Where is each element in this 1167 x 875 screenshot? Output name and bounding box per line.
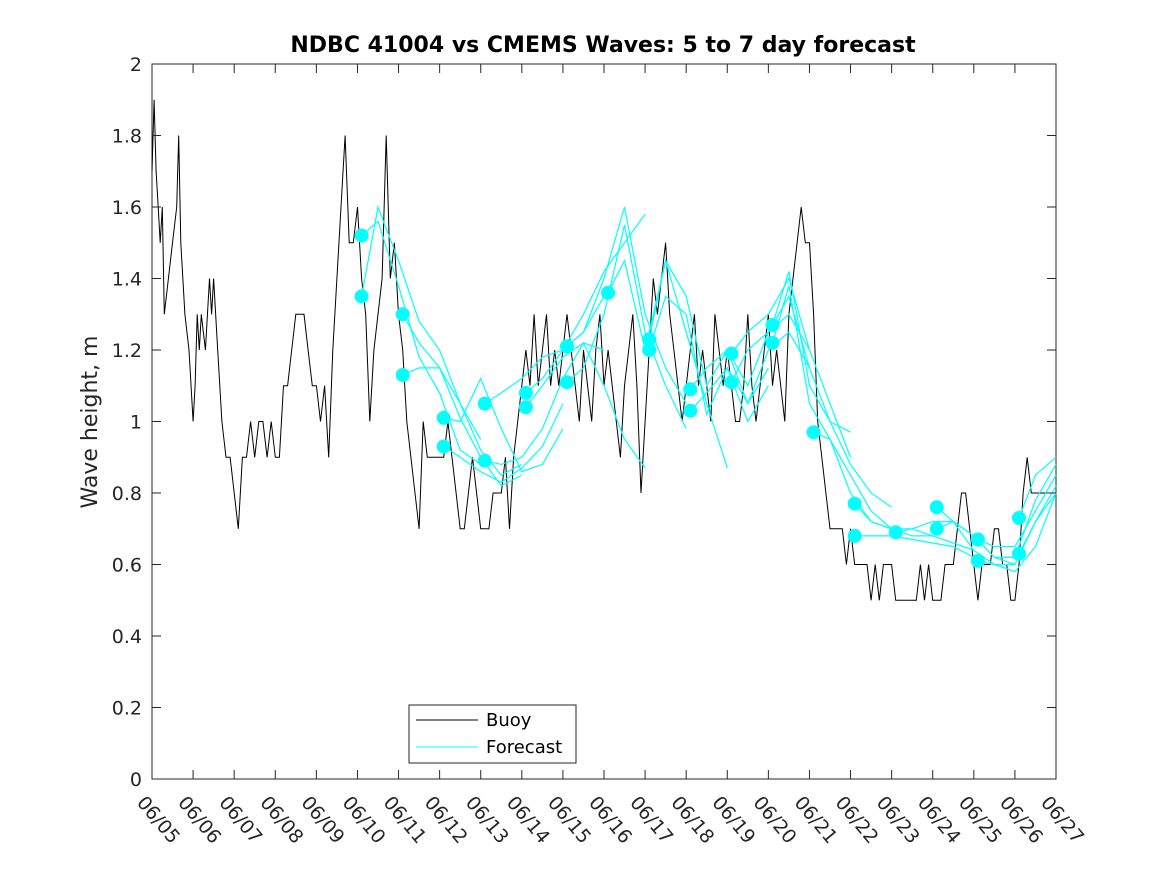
y-tick-label: 0: [130, 769, 142, 791]
forecast-line: [689, 331, 811, 412]
forecast-point: [970, 553, 985, 568]
legend: Buoy Forecast: [408, 704, 577, 764]
forecast-point: [518, 385, 533, 400]
forecast-line: [402, 367, 523, 487]
forecast-point: [847, 528, 862, 543]
forecast-point: [888, 525, 903, 540]
forecast-line: [813, 431, 933, 537]
forecast-point: [1012, 546, 1026, 561]
forecast-line: [525, 342, 646, 469]
forecast-line: [443, 403, 564, 483]
forecast-point: [518, 400, 533, 415]
forecast-point: [560, 375, 574, 390]
forecast-point: [395, 368, 410, 382]
forecast-line: [854, 535, 975, 558]
forecast-point: [477, 453, 492, 468]
forecast-point: [1012, 511, 1026, 525]
forecast-line: [361, 220, 482, 465]
forecast-point: [806, 425, 821, 440]
forecast-point: [354, 228, 369, 243]
forecast-point: [970, 532, 985, 547]
forecast-line: [771, 271, 892, 508]
y-tick-label: 0.8: [112, 483, 142, 505]
forecast-point: [436, 410, 451, 425]
forecast-point: [642, 332, 657, 347]
forecast-point: [354, 289, 369, 304]
forecast-line: [977, 474, 1057, 548]
y-tick-label: 1.6: [112, 197, 142, 219]
y-tick-label: 1.8: [112, 126, 142, 148]
forecast-line: [402, 314, 523, 476]
forecast-point: [683, 382, 698, 397]
buoy-series-line: [151, 99, 1056, 601]
forecast-point: [683, 403, 698, 418]
forecast-line: [1018, 456, 1057, 519]
forecast-point: [847, 496, 862, 511]
forecast-line: [977, 492, 1057, 573]
forecast-point: [765, 335, 780, 350]
legend-forecast-label: Forecast: [486, 737, 562, 758]
forecast-point: [724, 375, 739, 390]
y-tick-label: 0.2: [112, 698, 142, 720]
forecast-line: [443, 377, 564, 473]
forecast-line: [730, 276, 852, 458]
y-tick-label: 0.4: [112, 626, 142, 648]
forecast-line: [689, 313, 811, 390]
forecast-point: [929, 521, 944, 536]
y-axis-label: Wave height, m: [78, 336, 103, 509]
forecast-point: [395, 307, 410, 322]
legend-box: [408, 704, 577, 764]
forecast-point: [642, 343, 657, 357]
forecast-point: [560, 339, 574, 354]
data-layer: [151, 99, 1057, 601]
forecast-point: [477, 396, 492, 411]
forecast-point: [929, 500, 944, 515]
forecast-point: [765, 318, 780, 332]
y-tick-label: 1: [130, 412, 142, 434]
forecast-line: [525, 213, 646, 394]
forecast-line: [566, 224, 687, 429]
forecast-point: [724, 346, 739, 361]
forecast-line: [566, 206, 687, 404]
forecast-point: [601, 285, 616, 300]
y-tick-label: 1.2: [112, 340, 142, 362]
chart-title: NDBC 41004 vs CMEMS Waves: 5 to 7 day fo…: [290, 33, 916, 58]
y-tick-label: 1.4: [112, 269, 142, 291]
plot-area: [151, 63, 1057, 780]
y-tick-label: 0.6: [112, 555, 142, 577]
forecast-point: [436, 439, 451, 454]
forecast-line: [648, 295, 769, 423]
y-tick-label: 2: [130, 54, 142, 76]
legend-buoy-label: Buoy: [486, 710, 532, 731]
forecast-line: [1018, 492, 1057, 555]
